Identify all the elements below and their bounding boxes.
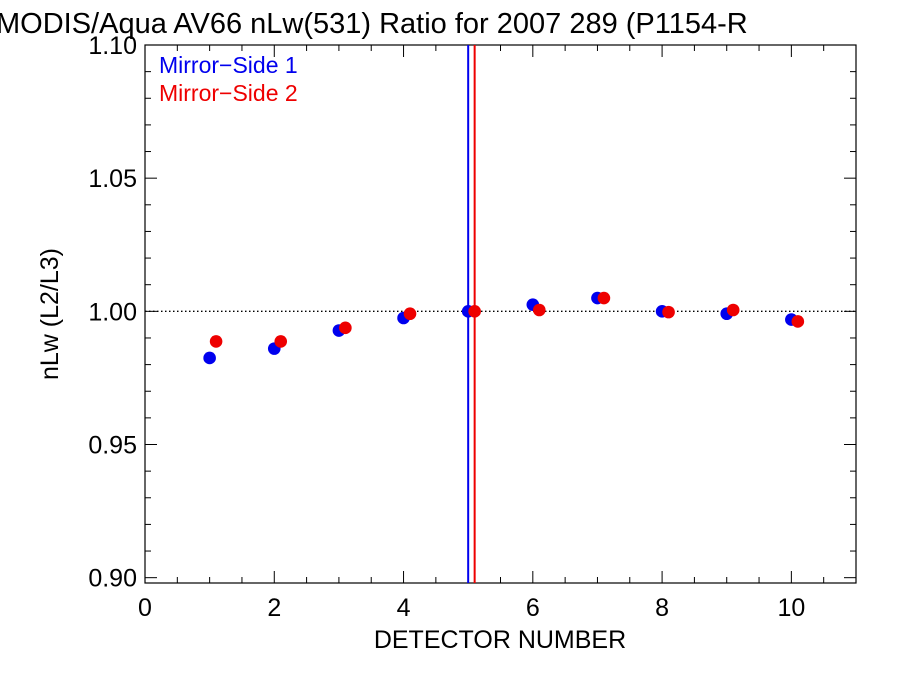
series-2-point	[662, 305, 675, 319]
x-tick-label: 8	[655, 594, 669, 622]
series-2-point	[274, 335, 288, 348]
series-2-point	[532, 303, 546, 317]
x-tick-label: 10	[777, 594, 805, 622]
series-2-point	[597, 291, 611, 305]
y-tick-label: 1.10	[88, 32, 137, 60]
y-tick-label: 1.05	[88, 165, 137, 193]
x-tick-label: 4	[397, 594, 411, 622]
legend: Mirror−Side 1 Mirror−Side 2	[159, 52, 298, 106]
series-2-point	[403, 307, 417, 321]
legend-entry-mirror-side-2: Mirror−Side 2	[159, 80, 298, 106]
series-2-point	[339, 321, 352, 335]
y-tick-label: 0.90	[88, 565, 137, 593]
series-2-point	[791, 315, 805, 328]
y-tick-label: 1.00	[88, 298, 137, 326]
series-2-point	[726, 303, 740, 317]
x-tick-label: 2	[267, 594, 281, 622]
x-axis-label: DETECTOR NUMBER	[374, 626, 626, 654]
chart-title: MODIS/Aqua AV66 nLw(531) Ratio for 2007 …	[0, 8, 748, 40]
y-tick-label: 0.95	[88, 432, 137, 460]
series-2-point	[468, 305, 481, 318]
series-2-point	[209, 335, 223, 348]
plot-area: 0 2 4 6 8 10 0.90 0.95 1.00 1.05 1.10	[88, 32, 857, 622]
y-axis-label: nLw (L2/L3)	[36, 248, 64, 380]
x-tick-label: 0	[138, 594, 152, 622]
series-1-point	[203, 351, 216, 365]
legend-entry-mirror-side-1: Mirror−Side 1	[159, 52, 298, 78]
x-tick-label: 6	[526, 594, 540, 622]
